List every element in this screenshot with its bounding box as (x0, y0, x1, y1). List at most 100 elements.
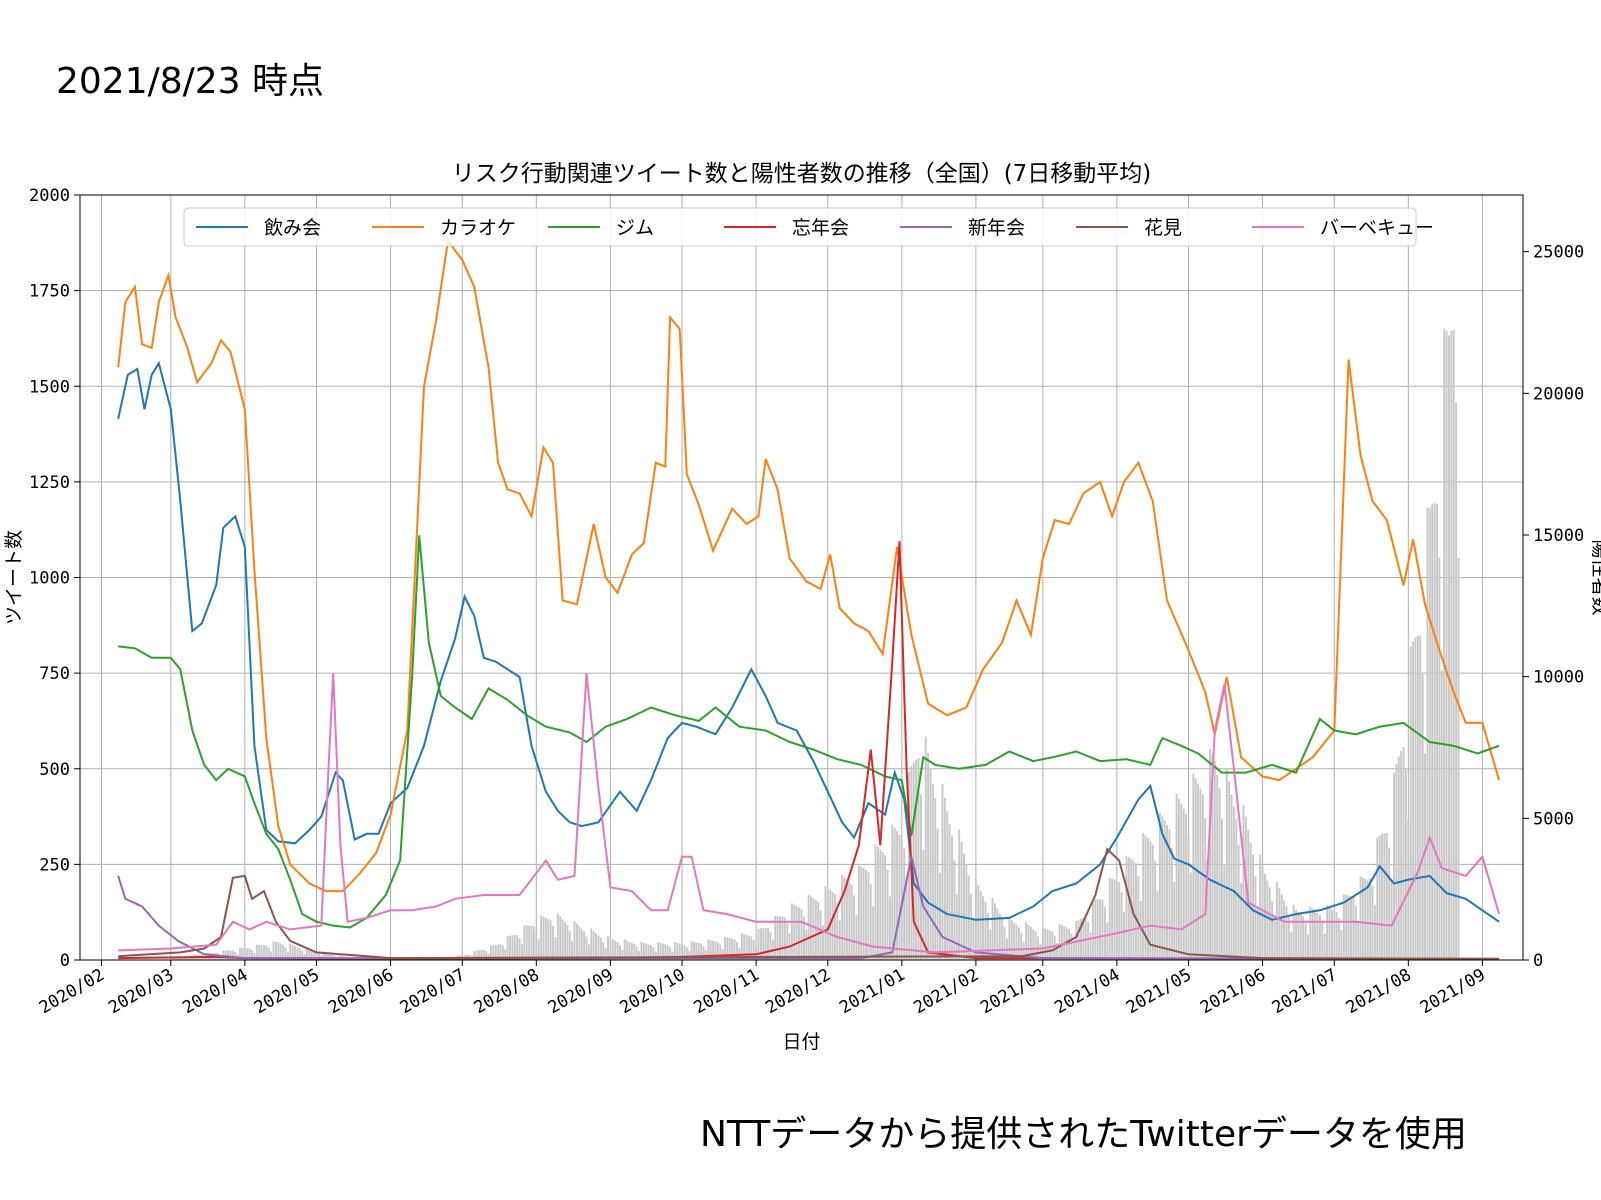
bar-positive-cases (1342, 894, 1345, 960)
bar-positive-cases (1235, 818, 1238, 960)
bar-positive-cases (915, 759, 918, 960)
bar-positive-cases (676, 942, 679, 960)
bar-positive-cases (1082, 918, 1085, 960)
bar-positive-cases (487, 953, 490, 960)
bar-positive-cases (1230, 794, 1233, 960)
bar-positive-cases (294, 946, 296, 960)
bar-positive-cases (263, 945, 265, 960)
bar-positive-cases (845, 879, 848, 960)
bar-positive-cases (678, 943, 681, 960)
y2-axis-ticks: 0 5000 10000 15000 20000 25000 (1523, 243, 1584, 971)
bar-positive-cases (891, 824, 894, 960)
bar-positive-cases (984, 901, 987, 960)
bar-positive-cases (1170, 848, 1173, 960)
bar-positive-cases (1338, 917, 1340, 960)
bar-positive-cases (1137, 876, 1140, 960)
bar-positive-cases (707, 939, 710, 960)
bar-positive-cases (936, 828, 939, 960)
bar-positive-cases (970, 893, 973, 960)
bar-positive-cases (313, 950, 316, 960)
y2-tick-label: 20000 (1533, 384, 1584, 404)
bar-positive-cases (499, 944, 502, 960)
bar-positive-cases (1096, 899, 1099, 960)
bar-positive-cases (1001, 918, 1004, 960)
bar-positive-cases (1249, 842, 1252, 960)
x-tick-label: 2020/08 (471, 965, 543, 1018)
bar-positive-cases (776, 915, 779, 960)
bar-positive-cases (1395, 764, 1398, 960)
x-tick-label: 2021/05 (1123, 965, 1195, 1018)
x-axis-label: 日付 (782, 1031, 820, 1053)
bar-positive-cases (1376, 837, 1379, 960)
bar-positive-cases (709, 940, 712, 960)
bar-positive-cases (325, 952, 328, 960)
legend-label: 花見 (1144, 217, 1182, 239)
bar-positive-cases (1402, 746, 1405, 960)
x-tick-label: 2020/07 (397, 965, 469, 1018)
bar-positive-cases (955, 894, 958, 960)
bar-positive-cases (736, 942, 738, 960)
bar-positive-cases (919, 794, 922, 960)
bar-positive-cases (1068, 928, 1071, 960)
bar-positive-cases (764, 928, 767, 960)
bar-positive-cases (532, 926, 535, 960)
bar-positive-cases (747, 935, 750, 960)
x-tick-label: 2021/09 (1417, 965, 1489, 1018)
bar-positive-cases (179, 957, 182, 960)
y-tick-label: 0 (60, 951, 70, 971)
bar-positive-cases (762, 928, 765, 960)
bar-positive-cases (1201, 794, 1204, 960)
bar-positive-cases (1393, 772, 1395, 960)
bar-positive-cases (303, 953, 306, 960)
series-line-3 (118, 535, 1500, 929)
bar-positive-cases (750, 936, 753, 960)
bar-positive-cases (927, 752, 930, 960)
bar-positive-cases (267, 947, 270, 960)
bar-positive-cases (511, 935, 514, 960)
bar-positive-cases (592, 930, 595, 960)
x-tick-label: 2021/07 (1269, 965, 1341, 1018)
bar-positive-cases (881, 852, 884, 960)
bar-positive-cases (650, 945, 652, 960)
bar-positive-cases (1299, 914, 1302, 960)
bar-positive-cases (516, 935, 519, 960)
bar-positive-cases (1053, 935, 1056, 960)
bar-positive-cases (1412, 641, 1415, 960)
bar-positive-cases (1032, 929, 1035, 960)
bar-positive-cases (1075, 920, 1078, 960)
bar-positive-cases (530, 925, 533, 960)
bar-positive-cases (800, 909, 803, 960)
bar-positive-cases (564, 922, 566, 960)
bar-positive-cases (802, 916, 805, 960)
bar-positive-cases (738, 947, 741, 960)
bar-positive-cases (817, 902, 820, 960)
bar-positive-cases (807, 894, 810, 960)
bar-positive-cases (504, 949, 507, 960)
bar-positive-cases (626, 940, 629, 960)
bar-positive-cases (1135, 863, 1137, 960)
bar-positive-cases (630, 942, 633, 960)
bar-positive-cases (587, 944, 590, 960)
bar-positive-cases (1385, 832, 1388, 960)
bar-positive-cases (1419, 635, 1422, 960)
bar-positive-cases (1242, 804, 1245, 960)
bar-positive-cases (1206, 860, 1209, 960)
bar-positive-cases (1433, 503, 1436, 960)
bar-positive-cases (1316, 913, 1319, 960)
bar-positive-cases (270, 951, 273, 960)
bar-positive-cases (1173, 881, 1176, 960)
bar-positive-cases (1120, 892, 1123, 960)
y2-tick-label: 0 (1533, 951, 1543, 971)
bar-positive-cases (494, 945, 497, 960)
bar-positive-cases (1350, 896, 1352, 960)
bar-positive-cases (1443, 328, 1446, 961)
y2-axis-label: 陽性者数 (1589, 539, 1601, 615)
bar-positive-cases (253, 952, 256, 960)
y2-tick-label: 10000 (1533, 668, 1584, 688)
bar-positive-cases (544, 917, 547, 960)
bar-positive-cases (184, 957, 187, 960)
bar-positive-cases (666, 945, 669, 960)
bar-positive-cases (573, 920, 576, 960)
bar-positive-cases (1027, 924, 1030, 960)
